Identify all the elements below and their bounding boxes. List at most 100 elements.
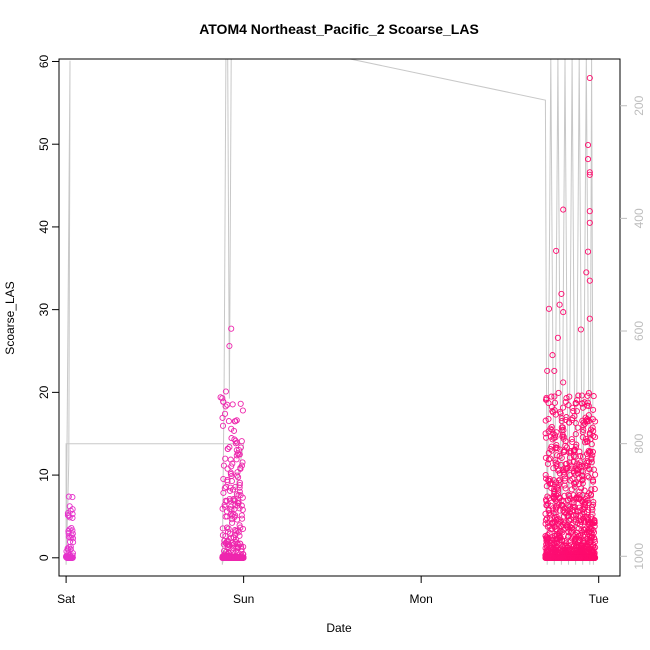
data-point <box>572 545 579 552</box>
y2-tick-label: 600 <box>632 321 646 341</box>
data-point <box>236 532 243 539</box>
data-point <box>238 543 245 550</box>
x-tick-label: Sun <box>233 592 254 606</box>
data-point <box>560 309 567 316</box>
data-point <box>576 504 583 511</box>
data-point <box>239 515 246 522</box>
data-point <box>549 481 556 488</box>
data-point <box>576 521 584 528</box>
data-point <box>565 491 572 498</box>
data-point <box>585 449 592 456</box>
data-point <box>239 506 246 513</box>
data-point <box>224 478 231 485</box>
data-point <box>589 477 597 484</box>
data-point <box>234 469 241 476</box>
data-point <box>552 434 559 441</box>
data-point <box>555 481 562 488</box>
data-point <box>560 541 567 548</box>
data-point <box>220 475 227 483</box>
y-axis-ticks: 0 10 20 30 40 50 60 <box>37 54 59 561</box>
data-point <box>579 404 586 411</box>
data-point <box>585 412 592 419</box>
data-point <box>589 448 596 455</box>
data-point <box>542 454 549 461</box>
data-point <box>584 156 592 163</box>
data-point <box>583 269 590 276</box>
data-point <box>224 528 232 535</box>
data-point <box>237 554 244 561</box>
data-point <box>576 495 583 502</box>
y2-tick-label: 800 <box>632 433 646 453</box>
data-point <box>580 419 587 426</box>
data-point <box>66 514 73 521</box>
data-point <box>543 541 550 548</box>
data-point <box>585 465 592 472</box>
data-point <box>233 456 240 463</box>
data-point <box>234 500 241 507</box>
data-point <box>542 471 549 479</box>
data-point <box>579 511 586 518</box>
data-point <box>68 524 75 532</box>
data-point <box>543 515 551 522</box>
data-point <box>549 352 556 359</box>
data-point <box>546 509 553 516</box>
data-point <box>562 416 569 423</box>
data-point <box>573 535 580 542</box>
data-point <box>229 460 236 467</box>
data-point <box>563 460 570 467</box>
data-point <box>549 519 556 526</box>
data-point <box>570 479 578 487</box>
data-point <box>561 471 568 478</box>
depth-line <box>65 58 594 565</box>
data-point <box>227 497 234 504</box>
data-point <box>565 513 572 520</box>
data-point <box>579 453 587 460</box>
x-tick-label: Tue <box>589 592 610 606</box>
data-point <box>239 494 246 501</box>
data-point <box>551 399 558 406</box>
data-point <box>229 519 236 526</box>
data-point <box>561 520 568 527</box>
data-point <box>547 537 554 544</box>
data-point <box>586 431 593 438</box>
data-point <box>588 546 595 553</box>
data-point <box>560 379 567 386</box>
data-point <box>582 435 590 442</box>
data-point <box>559 433 566 440</box>
data-point <box>544 460 551 467</box>
data-point <box>578 463 585 470</box>
data-point <box>547 433 554 440</box>
data-point <box>548 426 555 434</box>
data-point <box>548 545 555 552</box>
data-point <box>567 449 574 456</box>
data-point <box>572 453 579 460</box>
data-point <box>584 548 591 555</box>
data-point <box>585 458 592 466</box>
data-point <box>65 530 72 537</box>
y-tick-label: 0 <box>37 554 51 561</box>
y2-axis-ticks: 200 400 600 800 1000 <box>620 95 646 570</box>
data-point <box>552 432 559 439</box>
data-point <box>555 501 562 508</box>
data-point <box>546 477 553 484</box>
data-point <box>230 548 237 555</box>
data-point <box>228 435 235 442</box>
data-point <box>238 546 245 553</box>
data-point <box>586 315 593 322</box>
data-point <box>232 554 239 561</box>
data-point <box>221 410 229 417</box>
data-point <box>553 247 560 254</box>
data-point <box>229 401 236 408</box>
data-point <box>555 389 562 396</box>
data-point <box>558 501 565 508</box>
plot-frame <box>58 58 621 577</box>
data-point <box>67 543 74 550</box>
data-point <box>592 434 599 441</box>
data-point <box>566 393 573 400</box>
data-point <box>586 171 593 178</box>
data-point <box>549 505 557 512</box>
data-point <box>584 141 592 149</box>
y-tick-label: 40 <box>37 220 51 234</box>
x-axis-label: Date <box>326 621 352 635</box>
data-point <box>568 554 576 561</box>
